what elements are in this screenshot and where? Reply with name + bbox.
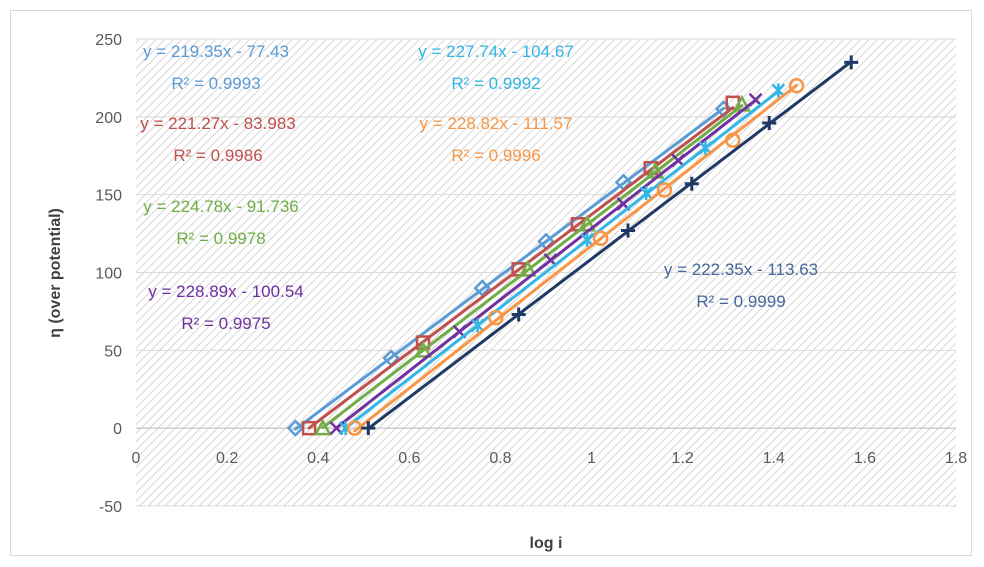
trendline (307, 106, 735, 430)
plus-marker (621, 223, 635, 238)
y-tick-label: 150 (95, 188, 122, 205)
trendline (353, 83, 799, 433)
y-tick-label: 0 (113, 421, 122, 438)
x-tick-label: 1 (587, 450, 596, 467)
square-marker (301, 420, 317, 436)
y-tick-label: 50 (104, 343, 122, 360)
plus-marker (361, 421, 376, 436)
x-marker (748, 92, 763, 107)
plus-marker (844, 55, 859, 70)
asterisk-marker (580, 232, 594, 247)
asterisk-marker (639, 186, 654, 201)
asterisk-marker (771, 83, 786, 98)
r-squared-label: R² = 0.9993 (171, 74, 260, 93)
trendline-equation: y = 219.35x - 77.43 (143, 42, 289, 61)
circle-marker (346, 420, 363, 436)
circle-marker (788, 77, 805, 94)
triangle-marker (413, 340, 433, 358)
r-squared-label: R² = 0.9978 (176, 229, 265, 248)
y-tick-label: 250 (95, 32, 122, 49)
trendline-equation: y = 222.35x - 113.63 (664, 260, 818, 279)
y-tick-label: 100 (95, 266, 122, 283)
trendline-equation: y = 228.82x - 111.57 (420, 114, 573, 133)
x-tick-label: 1.4 (763, 450, 785, 467)
tick-labels: -50 0 50 100 150 200 250 0 0.2 0.4 0.6 0.8 1 1.2 1.4 1.… (95, 32, 967, 516)
trendline-equation: y = 221.27x - 83.983 (140, 114, 295, 133)
circle-marker (725, 132, 741, 148)
series-6 (346, 77, 805, 436)
x-tick-label: 0.8 (489, 450, 511, 467)
series-layer (286, 55, 859, 437)
diamond-marker (286, 419, 305, 437)
x-tick-label: 0.2 (216, 450, 238, 467)
circle-marker (592, 230, 609, 247)
x-tick-label: 1.8 (945, 450, 967, 467)
x-tick-label: 1.2 (672, 450, 694, 467)
series-5 (338, 83, 786, 436)
equation-labels: y = 219.35x - 77.43 R² = 0.9993 y = 221.27… (140, 42, 818, 333)
gridlines (136, 38, 956, 507)
y-tick-label: 200 (95, 110, 122, 127)
r-squared-label: R² = 0.9986 (173, 146, 262, 165)
r-squared-label: R² = 0.9992 (451, 74, 540, 93)
y-tick-label: -50 (99, 499, 122, 516)
square-marker (415, 335, 431, 350)
r-squared-label: R² = 0.9975 (181, 314, 270, 333)
trendline-equation: y = 224.78x - 91.736 (143, 197, 298, 216)
circle-marker (656, 182, 673, 198)
trendline-equation: y = 228.89x - 100.54 (148, 282, 303, 301)
x-tick-label: 0.6 (398, 450, 420, 467)
series-7 (361, 55, 859, 436)
asterisk-marker (470, 318, 485, 333)
r-squared-label: R² = 0.9996 (451, 146, 540, 165)
trendline-equation: y = 227.74x - 104.67 (418, 42, 573, 61)
r-squared-label: R² = 0.9999 (696, 292, 785, 311)
plus-marker (511, 307, 526, 322)
plus-marker (684, 176, 699, 191)
triangle-marker (313, 418, 332, 436)
circle-marker (488, 309, 504, 326)
y-axis-title: η (over potential) (47, 208, 64, 338)
x-tick-label: 0 (132, 450, 141, 467)
trendline (321, 104, 744, 430)
x-axis-title: log i (530, 535, 563, 552)
plus-marker (762, 116, 777, 131)
diamond-marker (473, 279, 491, 297)
triangle-marker (518, 259, 537, 277)
x-tick-label: 0.4 (307, 450, 329, 467)
x-tick-label: 1.6 (854, 450, 876, 467)
